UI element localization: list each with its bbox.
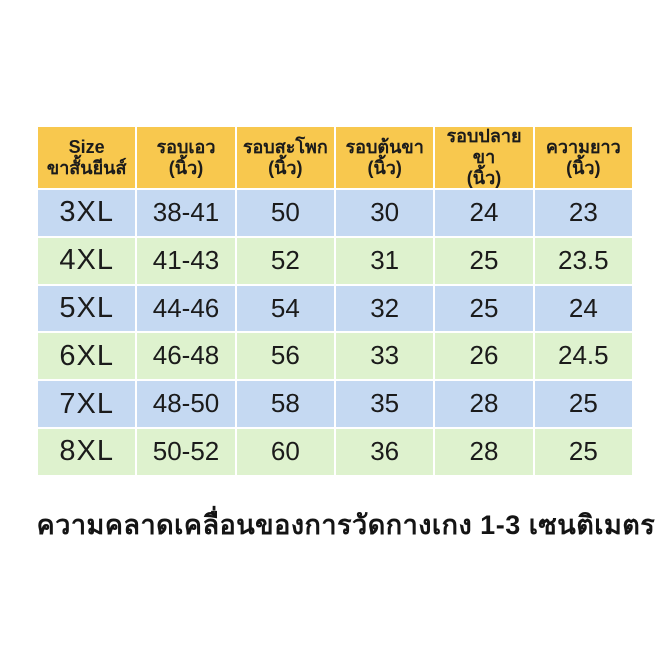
table-cell-leg-opening: 26 xyxy=(435,333,533,380)
column-header-unit: (นิ้ว) xyxy=(466,167,502,188)
table-cell-thigh: 31 xyxy=(336,237,434,284)
table-cell-hip: 54 xyxy=(236,285,334,332)
column-header-unit: (นิ้ว) xyxy=(268,157,303,178)
column-header-title: รอบต้นขา xyxy=(345,136,424,157)
table-cell-thigh: 30 xyxy=(336,190,434,236)
column-header-title: รอบสะโพก xyxy=(242,136,328,157)
row-size-label: 8XL xyxy=(38,429,136,475)
row-size-label: 6XL xyxy=(38,333,136,380)
table-cell-hip: 60 xyxy=(236,429,334,475)
table-cell-hip: 52 xyxy=(236,237,334,284)
table-cell-length: 23 xyxy=(534,190,632,236)
column-header-unit: (นิ้ว) xyxy=(566,157,601,178)
table-cell-waist: 41-43 xyxy=(137,237,235,284)
tolerance-note: ความคลาดเคลื่อนของการวัดกางเกง 1-3 เซนติ… xyxy=(36,510,656,540)
row-size-label: 5XL xyxy=(38,285,136,332)
table-cell-thigh: 32 xyxy=(336,285,434,332)
table-cell-waist: 44-46 xyxy=(137,285,235,332)
column-header-size: Size ขาสั้นยีนส์ xyxy=(38,127,136,188)
table-cell-length: 25 xyxy=(534,381,632,428)
row-size-label: 3XL xyxy=(38,190,136,236)
table-cell-waist: 50-52 xyxy=(137,429,235,475)
column-header-title: รอบปลายขา xyxy=(446,126,522,168)
column-header-title: Size xyxy=(68,136,105,157)
column-header-waist: รอบเอว (นิ้ว) xyxy=(137,127,235,188)
column-header-title: ความยาว xyxy=(545,136,621,157)
table-cell-hip: 58 xyxy=(236,381,334,428)
table-cell-waist: 38-41 xyxy=(137,190,235,236)
table-cell-length: 25 xyxy=(534,429,632,475)
table-cell-waist: 46-48 xyxy=(137,333,235,380)
table-cell-length: 24.5 xyxy=(534,333,632,380)
table-cell-hip: 50 xyxy=(236,190,334,236)
row-size-label: 4XL xyxy=(38,237,136,284)
row-size-label: 7XL xyxy=(38,381,136,428)
table-cell-leg-opening: 25 xyxy=(435,285,533,332)
table-cell-length: 24 xyxy=(534,285,632,332)
column-header-thigh: รอบต้นขา (นิ้ว) xyxy=(336,127,434,188)
table-cell-thigh: 33 xyxy=(336,333,434,380)
table-cell-length: 23.5 xyxy=(534,237,632,284)
column-header-title: รอบเอว xyxy=(156,136,216,157)
column-header-hip: รอบสะโพก (นิ้ว) xyxy=(236,127,334,188)
table-cell-leg-opening: 28 xyxy=(435,429,533,475)
column-header-leg-opening: รอบปลายขา (นิ้ว) xyxy=(435,126,533,188)
size-table: Size ขาสั้นยีนส์ รอบเอว (นิ้ว) รอบสะโพก … xyxy=(38,126,632,475)
column-header-length: ความยาว (นิ้ว) xyxy=(534,127,632,188)
table-cell-leg-opening: 25 xyxy=(435,237,533,284)
table-cell-thigh: 35 xyxy=(336,381,434,428)
table-cell-thigh: 36 xyxy=(336,429,434,475)
table-cell-leg-opening: 28 xyxy=(435,381,533,428)
table-cell-leg-opening: 24 xyxy=(435,190,533,236)
table-cell-waist: 48-50 xyxy=(137,381,235,428)
column-header-unit: (นิ้ว) xyxy=(367,157,402,178)
table-cell-hip: 56 xyxy=(236,333,334,380)
column-header-unit: (นิ้ว) xyxy=(168,157,204,178)
column-header-subtitle: ขาสั้นยีนส์ xyxy=(46,157,127,178)
